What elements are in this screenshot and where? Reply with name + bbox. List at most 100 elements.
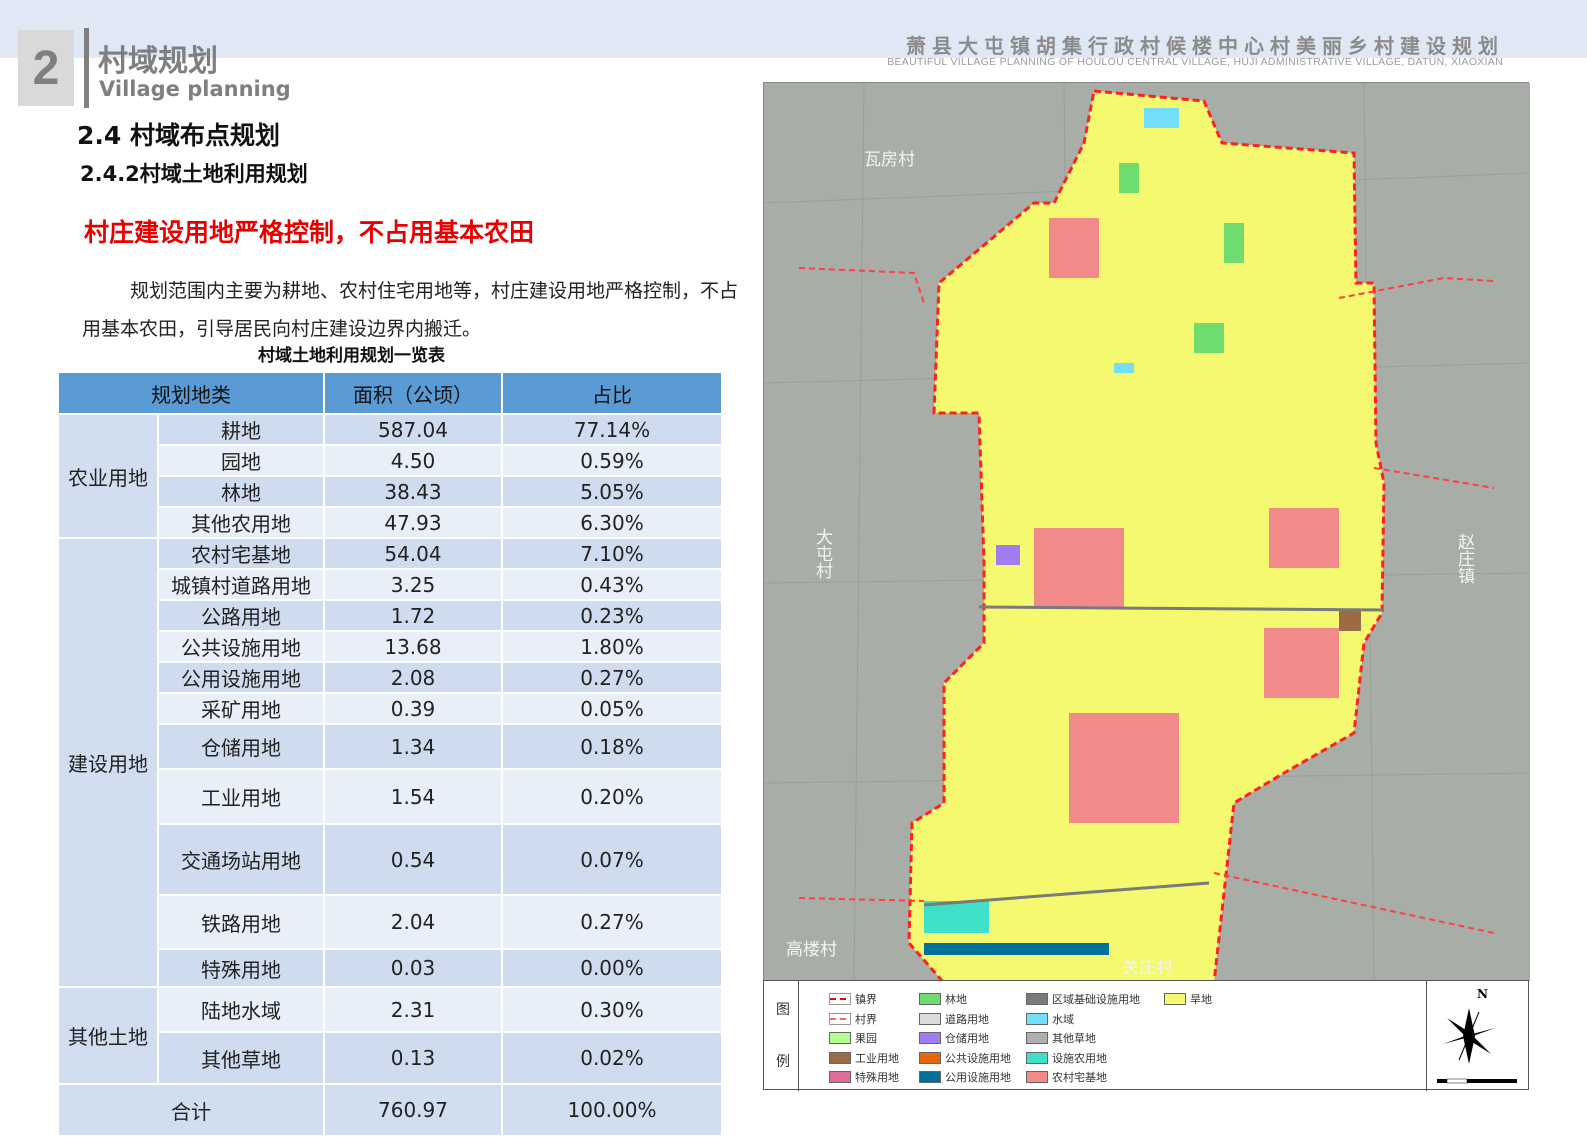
table-cell: 仓储用地 — [157, 723, 325, 770]
table-row: 园地 4.50 0.59% — [58, 444, 723, 477]
compass: N — [1426, 981, 1530, 1091]
legend-swatch — [919, 1051, 941, 1064]
map-legend: 图 例 镇界 村界 果园 工业用地 特殊用地 林地 道路用地 仓储用地 公共设施用地 公用设施用地… — [763, 980, 1530, 1091]
legend-item: 特殊用地 — [829, 1069, 899, 1085]
table-cell: 农村宅基地 — [157, 537, 325, 570]
legend-item: 村界 — [829, 1011, 877, 1027]
table-cell: 公用设施用地 — [157, 661, 325, 694]
legend-swatch — [829, 1051, 851, 1064]
table-cell: 林地 — [157, 475, 325, 508]
legend-swatch — [1164, 993, 1186, 1005]
legend-item: 区域基础设施用地 — [1026, 991, 1140, 1007]
highlight-text: 村庄建设用地严格控制，不占用基本农田 — [84, 218, 535, 247]
legend-label: 仓储用地 — [945, 1032, 989, 1045]
legend-label: 公共设施用地 — [945, 1051, 1011, 1065]
table-cell: 77.14% — [501, 413, 723, 446]
legend-swatch — [829, 1032, 851, 1044]
table-cell: 0.20% — [501, 768, 723, 825]
legend-label: 农村宅基地 — [1052, 1071, 1107, 1084]
table-row: 铁路用地 2.04 0.27% — [58, 894, 723, 950]
table-row: 采矿用地 0.39 0.05% — [58, 692, 723, 725]
legend-label: 特殊用地 — [855, 1071, 899, 1084]
settlement — [1034, 528, 1124, 608]
settlement — [1069, 713, 1179, 823]
table-cell: 0.00% — [501, 948, 723, 988]
paragraph: 规划范围内主要为耕地、农村住宅用地等，村庄建设用地严格控制，不占用基本农田，引导… — [82, 280, 739, 340]
section-number: 2 — [18, 30, 74, 106]
table-row: 公用设施用地 2.08 0.27% — [58, 661, 723, 694]
legend-item: 设施农用地 — [1026, 1050, 1107, 1066]
legend-item: 林地 — [919, 991, 967, 1007]
map-label-datun: 大屯村 — [812, 528, 833, 579]
section-title: 村域规划 — [98, 44, 218, 79]
land-use-map: 瓦房村 大屯村 赵庄镇 高楼村 关庄村 — [763, 82, 1531, 1090]
legend-title-1: 图 — [776, 1002, 790, 1018]
north-label: N — [1477, 987, 1488, 1001]
table-cell: 0.05% — [501, 692, 723, 725]
legend-title-2: 例 — [776, 1054, 790, 1070]
table-row: 建设用地 农村宅基地 54.04 7.10% — [57, 537, 723, 988]
legend-item: 道路用地 — [919, 1011, 989, 1027]
legend-swatch — [1026, 993, 1048, 1005]
legend-swatch — [1026, 1032, 1048, 1044]
total-cell: 100.00% — [501, 1083, 723, 1137]
table-cell: 特殊用地 — [157, 948, 325, 988]
legend-item: 其他草地 — [1026, 1030, 1096, 1046]
total-cell: 760.97 — [323, 1083, 503, 1137]
table-row: 其他草地 0.13 0.02% — [58, 1031, 723, 1085]
section-subtitle: Village planning — [99, 77, 291, 101]
legend-swatch — [1026, 1071, 1048, 1083]
legend-item: 工业用地 — [829, 1050, 899, 1066]
table-cell: 园地 — [157, 444, 325, 477]
table-cell: 0.13 — [323, 1031, 503, 1085]
legend-label: 镇界 — [855, 993, 877, 1006]
group-cell: 农业用地 — [57, 413, 159, 539]
table-row: 农业用地 耕地 587.04 77.14% — [57, 413, 723, 539]
total-cell: 合计 — [57, 1083, 325, 1137]
project-title: 萧县大屯镇胡集行政村候楼中心村美丽乡村建设规划 — [906, 34, 1504, 58]
table-cell: 0.43% — [501, 568, 723, 601]
map-label-zhaozhuang: 赵庄镇 — [1454, 533, 1475, 584]
legend-item: 仓储用地 — [919, 1030, 989, 1046]
table-cell: 47.93 — [323, 506, 503, 539]
table-cell: 0.39 — [323, 692, 503, 725]
group-cell: 其他土地 — [57, 986, 159, 1085]
legend-item: 水域 — [1026, 1011, 1074, 1027]
table-cell: 0.02% — [501, 1031, 723, 1085]
heading-1: 2.4 村域布点规划 — [77, 121, 280, 150]
table-cell: 2.04 — [323, 894, 503, 950]
table-row: 公路用地 1.72 0.23% — [58, 599, 723, 632]
table-cell: 0.07% — [501, 823, 723, 896]
north-arrow-icon — [1437, 1008, 1517, 1084]
table-cell: 交通场站用地 — [157, 823, 325, 896]
legend-swatch — [919, 1032, 941, 1044]
table-cell: 38.43 — [323, 475, 503, 508]
map-label-gaolou: 高楼村 — [786, 940, 837, 960]
legend-swatch — [829, 993, 851, 1005]
table-cell: 0.54 — [323, 823, 503, 896]
legend-item: 旱地 — [1164, 991, 1212, 1007]
table-cell: 公共设施用地 — [157, 630, 325, 663]
table-row: 城镇村道路用地 3.25 0.43% — [58, 568, 723, 601]
legend-item: 公共设施用地 — [919, 1050, 1011, 1066]
column-header: 规划地类 — [57, 371, 325, 415]
project-title-en: BEAUTIFUL VILLAGE PLANNING OF HOULOU CEN… — [887, 56, 1503, 68]
map-label-guanzhuang: 关庄村 — [1122, 958, 1173, 978]
table-cell: 采矿用地 — [157, 692, 325, 725]
table-cell: 2.08 — [323, 661, 503, 694]
table-cell: 0.27% — [501, 894, 723, 950]
column-header: 占比 — [501, 371, 723, 415]
land-use-table: 规划地类 面积（公顷） 占比 农业用地 耕地 587.04 77.14% 园地 4.50 0.5… — [57, 371, 723, 1137]
table-cell: 城镇村道路用地 — [157, 568, 325, 601]
table-cell: 公路用地 — [157, 599, 325, 632]
table-cell: 7.10% — [501, 537, 723, 570]
legend-swatch — [829, 1012, 851, 1025]
legend-swatch — [829, 1071, 851, 1083]
legend-swatch — [919, 1012, 941, 1025]
table-row: 交通场站用地 0.54 0.07% — [58, 823, 723, 896]
table-cell: 其他草地 — [157, 1031, 325, 1085]
table-cell: 5.05% — [501, 475, 723, 508]
table-cell: 0.30% — [501, 986, 723, 1033]
legend-swatch — [919, 1071, 941, 1083]
table-cell: 4.50 — [323, 444, 503, 477]
